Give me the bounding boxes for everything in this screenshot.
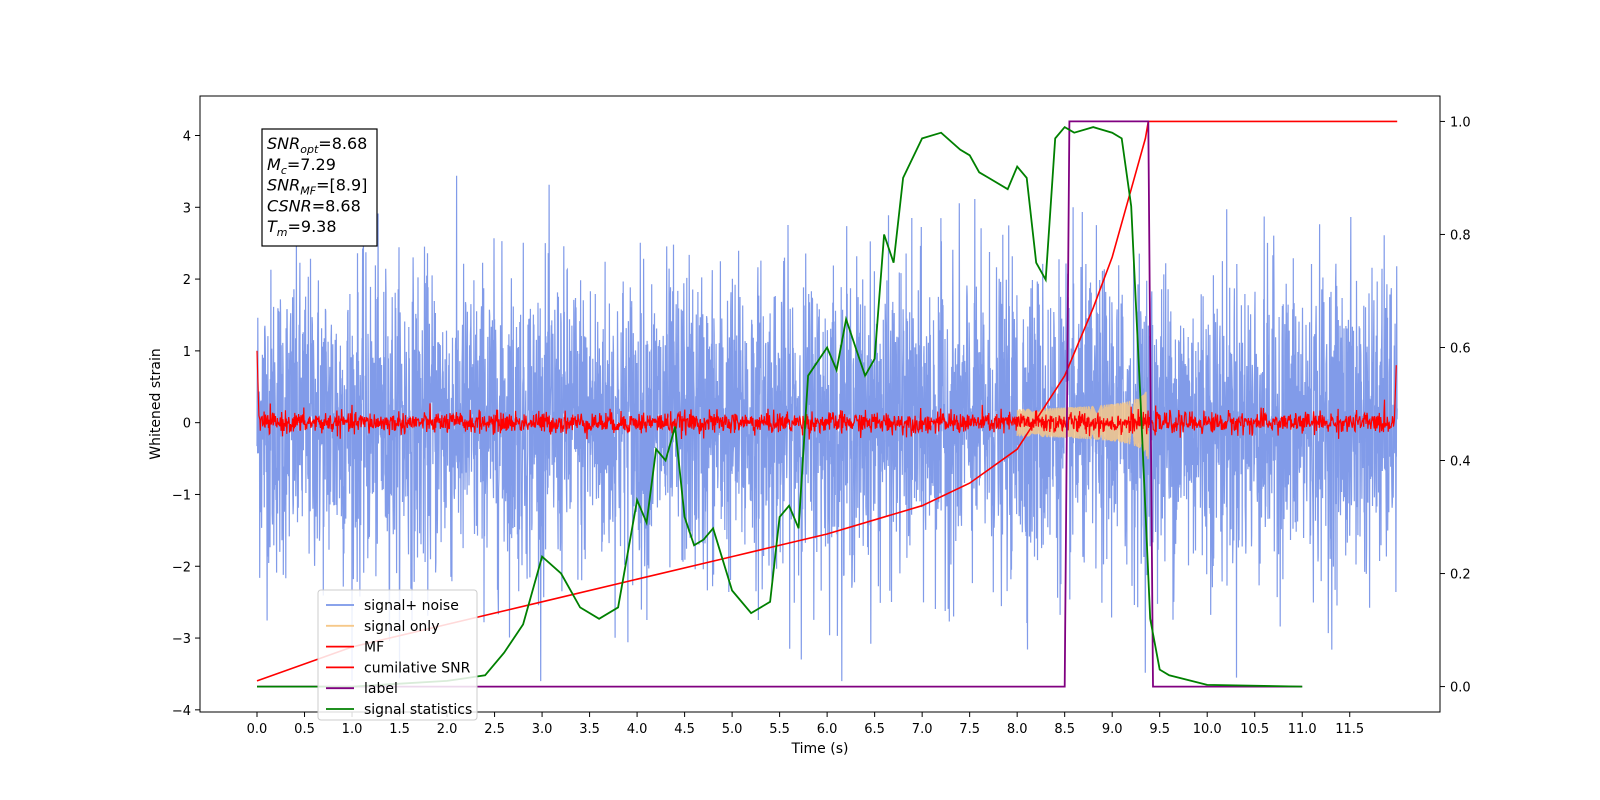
x-tick-label: 4.5 — [674, 722, 695, 737]
x-tick-label: 1.0 — [342, 722, 363, 737]
x-axis-label: Time (s) — [791, 741, 849, 757]
legend-frame — [317, 589, 478, 721]
x-tick-label: 9.5 — [1149, 722, 1170, 737]
x-tick-label: 4.0 — [627, 722, 648, 737]
legend-label: label — [364, 681, 398, 697]
x-tick-label: 5.5 — [769, 722, 790, 737]
right-y-tick-label: 0.0 — [1450, 681, 1471, 696]
x-tick-label: 7.5 — [959, 722, 980, 737]
left-y-tick-label: 0 — [183, 417, 191, 432]
x-tick-label: 6.5 — [864, 722, 885, 737]
series-cumulative-snr — [256, 120, 1398, 682]
left-y-axis-ticks: 4 3 2 1 0 −1 −2 −3 −4 — [172, 129, 200, 719]
x-tick-label: 0.0 — [247, 722, 268, 737]
info-line: CSNR=8.68 — [267, 196, 361, 215]
left-y-tick-label: 2 — [183, 273, 191, 288]
info-line: Mc=7.29 — [267, 155, 336, 177]
x-tick-label: 5.0 — [722, 722, 743, 737]
x-tick-label: 2.5 — [484, 722, 505, 737]
left-y-tick-label: 1 — [183, 345, 191, 360]
legend: signal+ noise signal only MF cumilative SNR… — [317, 589, 478, 721]
x-tick-label: 3.5 — [579, 722, 600, 737]
right-y-tick-label: 0.6 — [1450, 341, 1471, 356]
x-tick-label: 11.0 — [1288, 722, 1317, 737]
x-tick-label: 11.5 — [1335, 722, 1364, 737]
x-tick-label: 6.0 — [817, 722, 838, 737]
legend-label: cumilative SNR — [364, 660, 471, 676]
info-line: Tm=9.38 — [267, 217, 337, 239]
left-y-axis-label: Whitened strain — [148, 348, 164, 459]
left-y-tick-label: −2 — [172, 560, 191, 575]
x-axis-ticks: 0.0 0.5 1.0 1.5 2.0 2.5 3.0 3.5 4.0 4.5 5.0 5.5 6.0 6… — [247, 712, 1364, 737]
legend-label: signal+ noise — [364, 598, 459, 614]
x-tick-label: 10.5 — [1240, 722, 1269, 737]
plot-series — [256, 120, 1398, 688]
legend-label: signal only — [364, 619, 439, 635]
x-tick-label: 10.0 — [1193, 722, 1222, 737]
x-tick-label: 2.0 — [437, 722, 458, 737]
right-y-tick-label: 0.2 — [1450, 568, 1471, 583]
x-tick-label: 8.5 — [1054, 722, 1075, 737]
right-y-tick-label: 1.0 — [1450, 115, 1471, 130]
right-y-axis-ticks: 1.0 0.8 0.6 0.4 0.2 0.0 — [1440, 115, 1471, 696]
left-y-tick-label: −4 — [172, 704, 191, 719]
left-y-tick-label: 4 — [183, 129, 191, 144]
series-label — [257, 120, 1303, 688]
legend-label: MF — [364, 640, 384, 656]
x-tick-label: 3.0 — [532, 722, 553, 737]
info-line: SNRopt=8.68 — [267, 134, 367, 156]
x-tick-label: 7.0 — [912, 722, 933, 737]
x-tick-label: 9.0 — [1102, 722, 1123, 737]
right-y-tick-label: 0.4 — [1450, 455, 1471, 470]
x-tick-label: 1.5 — [389, 722, 410, 737]
x-tick-label: 8.0 — [1007, 722, 1028, 737]
series-signal-statistics — [257, 125, 1303, 688]
series-mf — [256, 350, 1397, 440]
left-y-tick-label: −1 — [172, 488, 191, 503]
plot-area-frame — [199, 95, 1441, 713]
info-box-frame — [261, 128, 378, 247]
left-y-tick-label: 3 — [183, 201, 191, 216]
left-y-tick-label: −3 — [172, 632, 191, 647]
x-tick-label: 0.5 — [294, 722, 315, 737]
info-line: SNRMF=[8.9] — [267, 176, 367, 198]
right-y-tick-label: 0.8 — [1450, 228, 1471, 243]
legend-label: signal statistics — [364, 702, 472, 718]
